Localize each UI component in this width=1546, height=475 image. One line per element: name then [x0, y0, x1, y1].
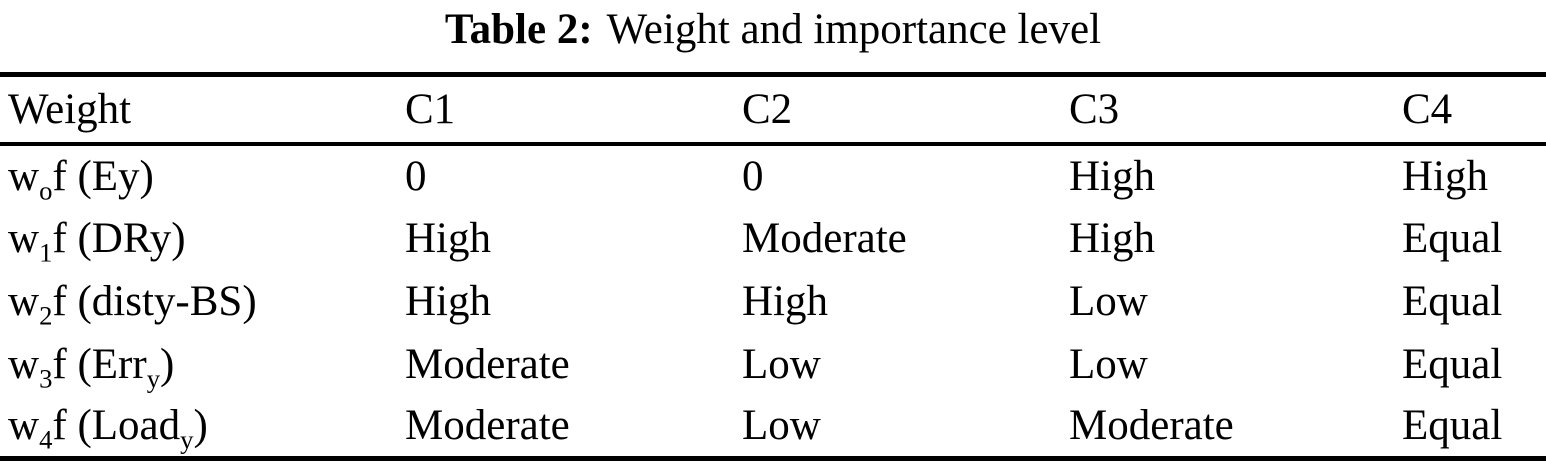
table-row: w1f (DRy) High Moderate High Equal [0, 207, 1546, 270]
column-header-c4: C4 [1402, 74, 1546, 146]
column-header-c3: C3 [1069, 74, 1402, 146]
table-cell: High [1069, 152, 1155, 200]
row-label: wof (Ey) [0, 144, 405, 207]
row-label-subscript: 3 [39, 363, 53, 394]
row-label-subscript: 1 [39, 237, 53, 268]
table-cell: Equal [1402, 402, 1503, 450]
row-label-segment: w [8, 340, 40, 388]
row-label: w1f (DRy) [0, 207, 405, 270]
row-label-segment: ) [160, 340, 175, 388]
column-header-c2: C2 [742, 74, 1069, 146]
table-cell: High [1402, 152, 1488, 200]
table-cell: Equal [1402, 340, 1503, 388]
table-body: wof (Ey) 0 0 High High w1f (DRy) High Moderate H… [0, 144, 1546, 459]
row-label-segment: ) [193, 402, 208, 450]
row-label-subscript: y [146, 363, 161, 394]
row-label-segment: w [8, 402, 40, 450]
table-cell: Moderate [405, 340, 570, 388]
table-cell: Low [742, 340, 821, 388]
table-caption: Table 2: Weight and importance level [0, 0, 1546, 72]
row-label-segment: f (disty-BS) [52, 277, 257, 325]
table-cell: 0 [742, 152, 764, 200]
row-label-segment: w [8, 152, 40, 200]
table-cell: Equal [1402, 277, 1503, 325]
table-cell: Equal [1402, 214, 1503, 262]
table-row: w3f (Erry) Moderate Low Low Equal [0, 333, 1546, 396]
table-row: w4f (Loady) Moderate Low Moderate Equal [0, 396, 1546, 459]
table-cell: Moderate [405, 402, 570, 450]
table-cell: High [1069, 214, 1155, 262]
column-header-c1: C1 [405, 74, 742, 146]
column-header-weight: Weight [0, 74, 405, 146]
table-row: w2f (disty-BS) High High Low Equal [0, 270, 1546, 333]
header-row: Weight C1 C2 C3 C4 [0, 74, 1546, 146]
table-cell: Moderate [1069, 402, 1234, 450]
row-label-subscript: y [180, 424, 194, 455]
row-label-segment: f (Load [52, 402, 181, 450]
row-label: w4f (Loady) [0, 396, 405, 459]
table-caption-text: Weight and importance level [606, 6, 1102, 53]
table-cell: 0 [405, 152, 427, 200]
table-cell: Low [1069, 277, 1148, 325]
table-cell: Moderate [742, 214, 907, 262]
table-cell: High [405, 214, 491, 262]
row-label-segment: f (DRy) [52, 214, 186, 262]
row-label-segment: w [8, 277, 40, 325]
row-label-segment: f (Err [52, 340, 147, 388]
table-cell: Low [742, 402, 821, 450]
row-label-segment: w [8, 214, 40, 262]
table-cell: High [742, 277, 828, 325]
table-cell: High [405, 277, 491, 325]
table-caption-number: Table 2: [444, 6, 593, 53]
row-label-subscript: 4 [39, 424, 53, 455]
table-row: wof (Ey) 0 0 High High [0, 144, 1546, 207]
row-label: w2f (disty-BS) [0, 270, 405, 333]
row-label-subscript: 2 [39, 300, 53, 331]
row-label-segment: f (Ey) [52, 152, 154, 200]
row-label: w3f (Erry) [0, 333, 405, 396]
weights-table: Weight C1 C2 C3 C4 wof (Ey) 0 0 High High w1f (DR… [0, 72, 1546, 461]
table-cell: Low [1069, 340, 1148, 388]
row-label-subscript: o [39, 175, 53, 206]
